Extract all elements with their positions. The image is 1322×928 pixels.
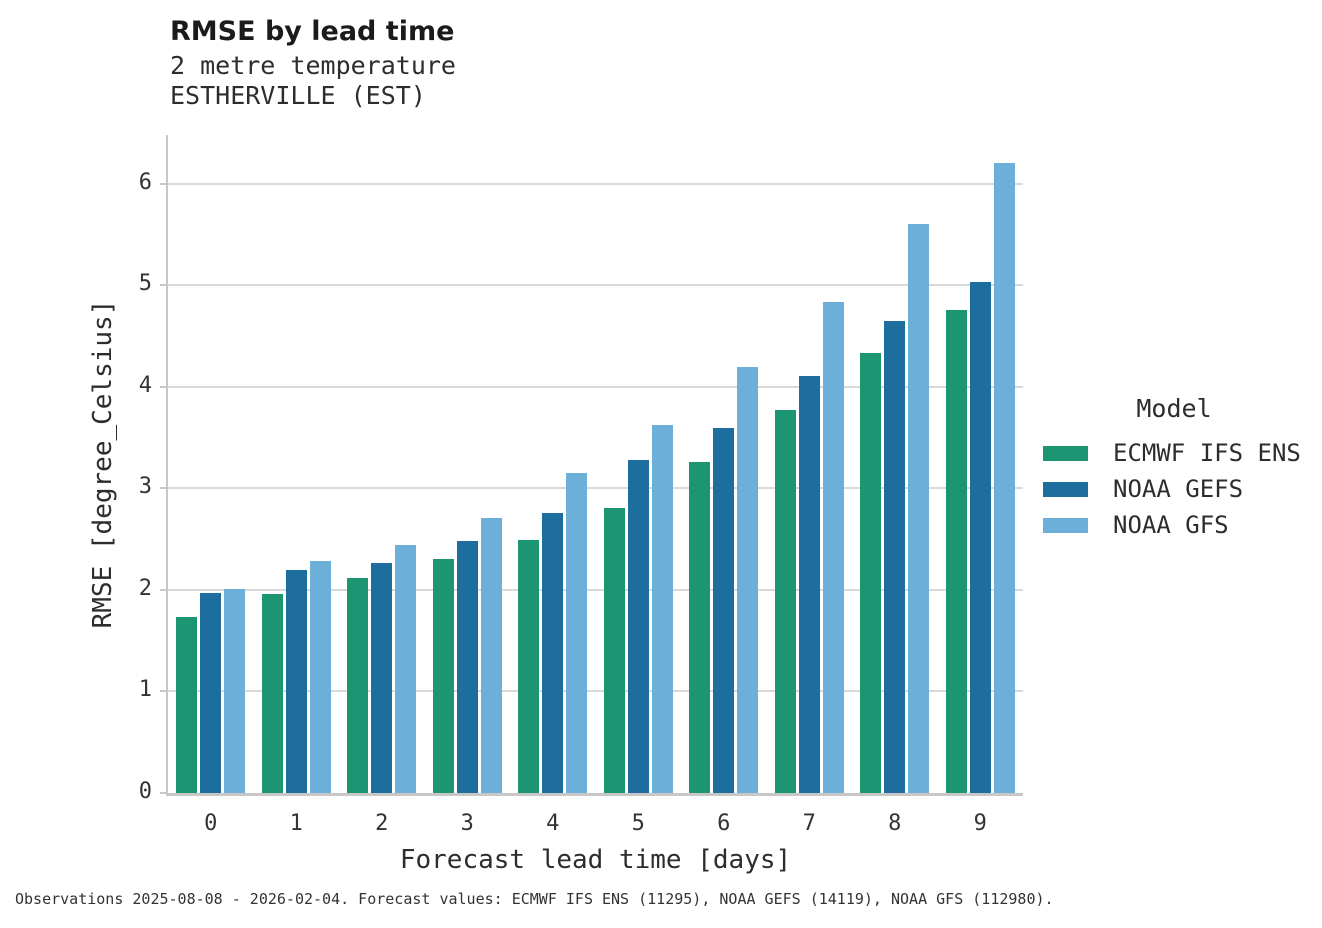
bar xyxy=(309,561,331,793)
bar xyxy=(224,588,246,793)
legend-label: NOAA GEFS xyxy=(1113,475,1244,503)
gridline xyxy=(168,487,1023,490)
bar xyxy=(371,562,393,793)
legend-swatch xyxy=(1043,517,1088,533)
y-tick-mark xyxy=(160,690,166,693)
y-tick-label: 1 xyxy=(138,677,152,703)
legend: Model ECMWF IFS ENS NOAA GEFS NOAA GFS xyxy=(1043,394,1305,543)
legend-label: NOAA GFS xyxy=(1113,511,1229,539)
legend-swatch xyxy=(1043,481,1088,497)
legend-rows: ECMWF IFS ENS NOAA GEFS NOAA GFS xyxy=(1043,435,1305,543)
bar xyxy=(566,473,588,793)
x-tick-label: 5 xyxy=(631,811,645,836)
gridline xyxy=(168,284,1023,287)
bar xyxy=(822,301,844,793)
x-tick-label: 9 xyxy=(973,811,987,836)
gridline xyxy=(168,588,1023,591)
bar xyxy=(860,353,882,793)
y-tick-mark xyxy=(160,182,166,185)
x-tick-label: 3 xyxy=(460,811,474,836)
y-tick-mark xyxy=(160,284,166,287)
x-tick-label: 8 xyxy=(888,811,902,836)
bar xyxy=(689,461,711,793)
bar xyxy=(713,428,735,793)
bar xyxy=(798,375,820,793)
bar xyxy=(480,517,502,793)
x-tick-label: 2 xyxy=(375,811,389,836)
bar xyxy=(347,577,369,793)
bar xyxy=(603,507,625,793)
y-tick-label: 2 xyxy=(138,575,152,601)
gridline xyxy=(168,182,1023,185)
y-tick-label: 0 xyxy=(138,779,152,804)
chart-subtitle: 2 metre temperature ESTHERVILLE (EST) xyxy=(170,51,456,111)
bar xyxy=(456,541,478,793)
bar xyxy=(518,540,540,793)
bar xyxy=(993,163,1015,793)
chart-title: RMSE by lead time xyxy=(170,16,455,47)
bar xyxy=(651,425,673,793)
bar xyxy=(945,309,967,793)
y-tick-label: 6 xyxy=(138,169,152,195)
x-tick-label: 4 xyxy=(546,811,560,836)
y-tick-mark xyxy=(160,487,166,490)
bar xyxy=(627,459,649,793)
bar xyxy=(200,592,222,793)
x-tick-label: 1 xyxy=(289,811,303,836)
x-tick-label: 7 xyxy=(802,811,816,836)
bar xyxy=(774,410,796,793)
y-tick-mark xyxy=(160,385,166,388)
y-axis-title-text: RMSE [degree_Celsius] xyxy=(88,299,118,629)
plot-area: 0 1 2 3 4 5 6 0 1 2 3 4 5 6 7 8 9 xyxy=(139,135,1023,836)
legend-title: Model xyxy=(1136,394,1212,423)
x-axis-spine xyxy=(166,793,1023,796)
y-tick-mark xyxy=(160,588,166,591)
x-axis-title: Forecast lead time [days] xyxy=(399,845,792,875)
y-tick-label: 4 xyxy=(138,372,152,398)
y-tick-label: 5 xyxy=(138,271,152,297)
bar xyxy=(969,282,991,793)
legend-row: ECMWF IFS ENS xyxy=(1043,435,1305,471)
bar xyxy=(261,593,283,793)
gridline xyxy=(168,385,1023,388)
bar xyxy=(395,545,417,793)
bar xyxy=(176,617,198,793)
bar xyxy=(908,224,930,793)
legend-row: NOAA GEFS xyxy=(1043,471,1305,507)
y-axis-spine xyxy=(166,135,168,793)
legend-label: ECMWF IFS ENS xyxy=(1113,439,1301,467)
bar xyxy=(542,512,564,793)
gridline xyxy=(168,690,1023,693)
x-tick-label: 0 xyxy=(204,811,218,836)
legend-swatch xyxy=(1043,445,1088,461)
bar xyxy=(737,366,759,793)
subtitle-line-1: 2 metre temperature xyxy=(170,51,456,80)
x-tick-label: 6 xyxy=(717,811,731,836)
y-tick-label: 3 xyxy=(138,474,152,500)
footer-caption: Observations 2025-08-08 - 2026-02-04. Fo… xyxy=(15,890,1054,908)
bar xyxy=(432,559,454,793)
subtitle-line-2: ESTHERVILLE (EST) xyxy=(170,81,426,110)
bar xyxy=(285,569,307,793)
bar xyxy=(884,320,906,793)
y-tick-mark xyxy=(160,792,166,794)
legend-row: NOAA GFS xyxy=(1043,507,1305,543)
